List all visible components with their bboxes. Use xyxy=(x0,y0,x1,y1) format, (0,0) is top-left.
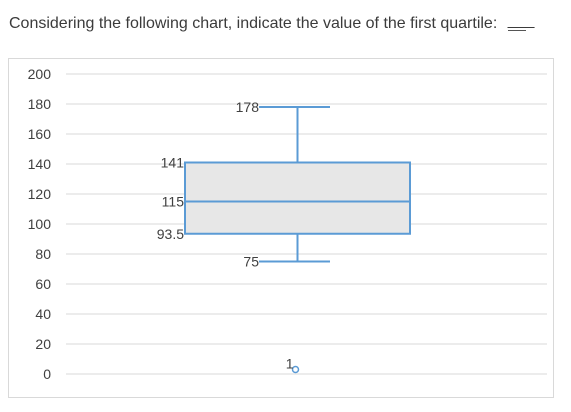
label-outlier: 1 xyxy=(286,356,294,372)
box-elements xyxy=(184,106,411,374)
y-tick-label-80: 80 xyxy=(35,246,51,262)
y-tick-label-100: 100 xyxy=(28,216,52,232)
y-tick-label-40: 40 xyxy=(35,306,51,322)
y-tick-label-200: 200 xyxy=(28,66,52,82)
y-tick-label-20: 20 xyxy=(35,336,51,352)
iqr-box xyxy=(184,161,411,235)
label-median: 115 xyxy=(162,194,185,210)
y-tick-label-160: 160 xyxy=(28,126,52,142)
label-q3: 141 xyxy=(161,155,185,171)
question-prompt: Considering the following chart, indicat… xyxy=(9,15,498,32)
label-max: 178 xyxy=(236,99,260,115)
y-tick-label-140: 140 xyxy=(28,156,52,172)
y-axis-ticks: 0 20 40 60 80 100 120 140 160 180 200 xyxy=(28,66,52,382)
boxplot-chart: 0 20 40 60 80 100 120 140 160 180 200 178 141 115 93.… xyxy=(28,66,547,382)
question-text: Considering the following chart, indicat… xyxy=(9,12,535,34)
y-tick-label-180: 180 xyxy=(28,96,52,112)
y-tick-label-0: 0 xyxy=(43,366,51,382)
chart-frame: 0 20 40 60 80 100 120 140 160 180 200 178 141 115 93.… xyxy=(8,58,554,398)
y-tick-label-60: 60 xyxy=(35,276,51,292)
label-q1: 93.5 xyxy=(157,226,184,242)
label-min: 75 xyxy=(243,254,259,270)
outlier-point xyxy=(291,365,300,374)
data-labels: 178 141 115 93.5 75 1 xyxy=(157,99,294,372)
y-tick-label-120: 120 xyxy=(28,186,52,202)
answer-blank[interactable]: ___ xyxy=(507,12,535,31)
